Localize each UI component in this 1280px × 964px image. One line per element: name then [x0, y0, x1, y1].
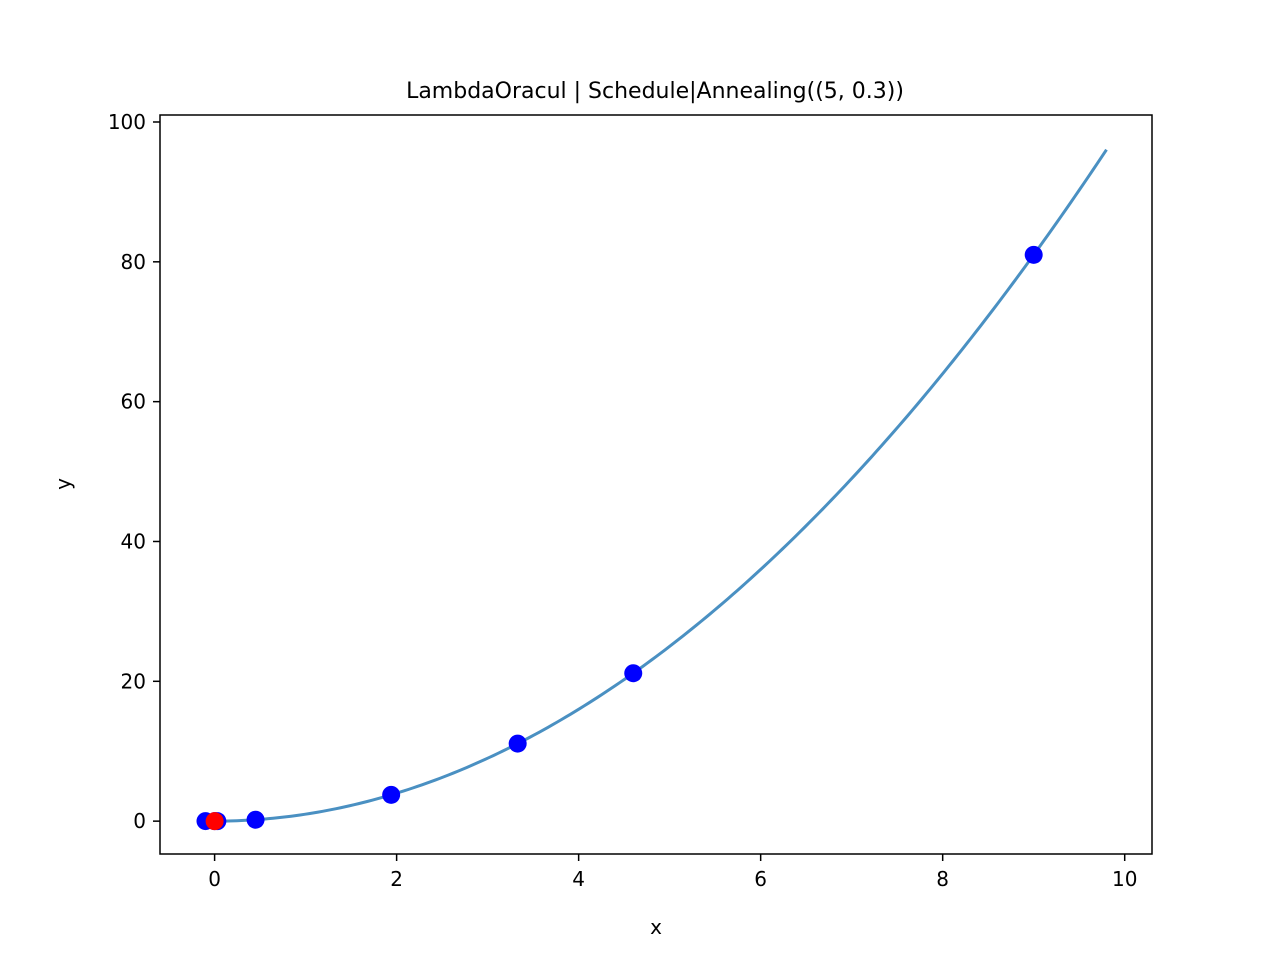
- x-tick-label: 8: [936, 867, 949, 891]
- chart-title: LambdaOracul | Schedule|Annealing((5, 0.…: [406, 79, 904, 104]
- y-axis-label: y: [51, 478, 75, 490]
- x-tick-label: 10: [1112, 867, 1137, 891]
- x-tick-label: 6: [754, 867, 767, 891]
- red-point: [205, 812, 224, 831]
- plot-frame: [159, 114, 1153, 855]
- x-tick-label: 4: [572, 867, 585, 891]
- y-axis: 0 20 40 60 80 100: [108, 110, 160, 833]
- y-tick-label: 60: [121, 390, 146, 414]
- curve-line: [205, 148, 1108, 823]
- blue-point: [624, 664, 643, 683]
- plot-area: [196, 148, 1108, 831]
- blue-point: [246, 810, 265, 829]
- y-tick-label: 20: [121, 669, 146, 693]
- y-tick-label: 100: [108, 110, 146, 134]
- x-tick-label: 2: [390, 867, 403, 891]
- blue-point: [508, 734, 527, 753]
- blue-point: [382, 785, 401, 804]
- x-axis: 0 2 4 6 8 10: [208, 854, 1137, 891]
- x-tick-label: 0: [208, 867, 221, 891]
- x-axis-label: x: [650, 915, 662, 939]
- y-tick-label: 40: [121, 529, 146, 553]
- blue-point: [1024, 245, 1043, 264]
- y-tick-label: 0: [133, 809, 146, 833]
- y-tick-label: 80: [121, 250, 146, 274]
